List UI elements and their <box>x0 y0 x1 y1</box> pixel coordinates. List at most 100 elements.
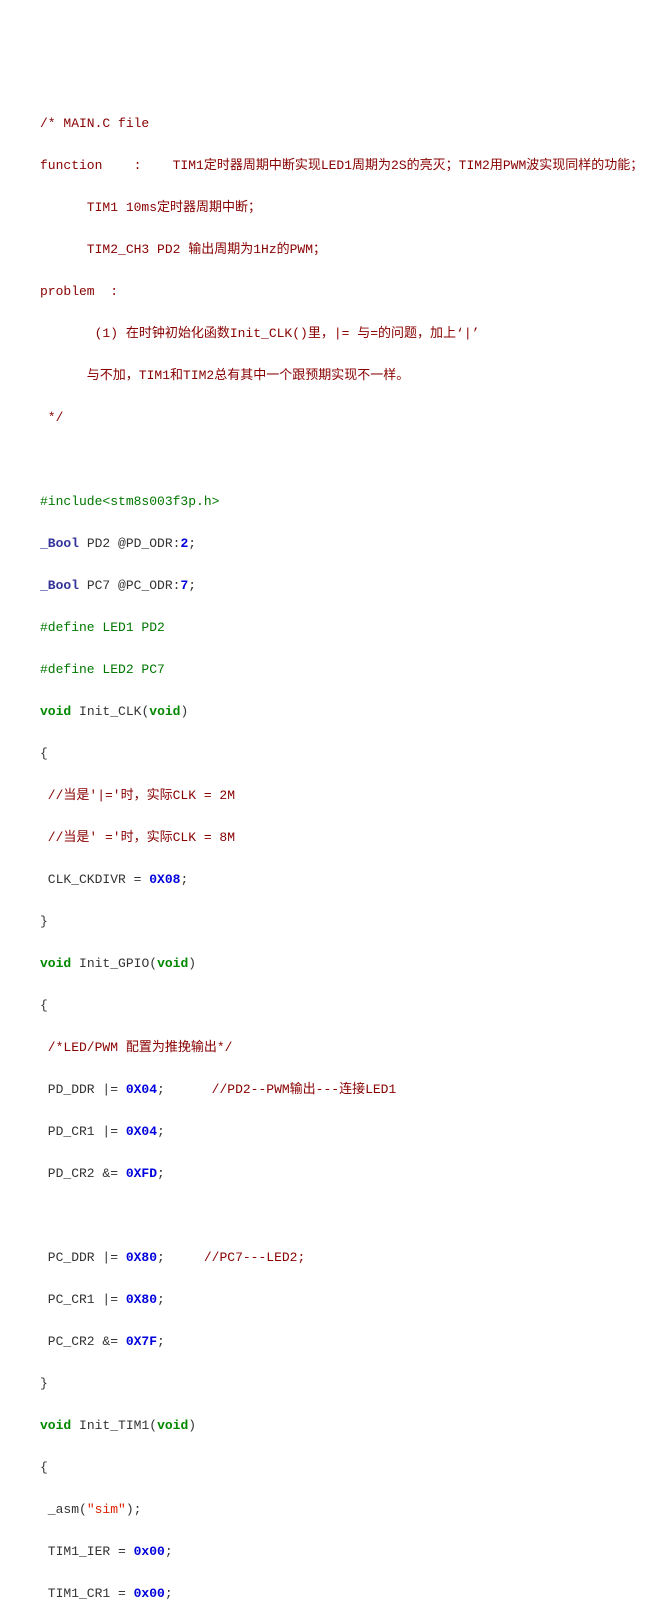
comment: /* MAIN.C file <box>40 116 149 131</box>
number: 0XFD <box>126 1166 157 1181</box>
keyword: void <box>40 1418 71 1433</box>
stmt: PD_CR2 &= <box>40 1166 126 1181</box>
code-line: TIM1_CR1 = 0x00; <box>40 1583 672 1604</box>
stmt: PD_DDR |= <box>40 1082 126 1097</box>
code-line: _Bool PC7 @PC_ODR:7; <box>40 575 672 596</box>
paren: ( <box>149 1418 157 1433</box>
code-line: { <box>40 995 672 1016</box>
number: 0X04 <box>126 1082 157 1097</box>
number: 0x00 <box>134 1586 165 1601</box>
paren: ( <box>149 956 157 971</box>
paren: ) <box>180 704 188 719</box>
comment: 与不加，TIM1和TIM2总有其中一个跟预期实现不一样。 <box>40 368 409 383</box>
code-line: TIM1_IER = 0x00; <box>40 1541 672 1562</box>
brace: } <box>40 914 48 929</box>
code-line: CLK_CKDIVR = 0X08; <box>40 869 672 890</box>
decl: PD2 @PD_ODR: <box>79 536 180 551</box>
sp <box>71 704 79 719</box>
stmt: PD_CR1 |= <box>40 1124 126 1139</box>
semi: ; <box>157 1124 165 1139</box>
code-line: problem : <box>40 281 672 302</box>
number: 0X04 <box>126 1124 157 1139</box>
number: 0x00 <box>134 1544 165 1559</box>
keyword: void <box>149 704 180 719</box>
code-line: #include<stm8s003f3p.h> <box>40 491 672 512</box>
brace: { <box>40 746 48 761</box>
code-line: /* MAIN.C file <box>40 113 672 134</box>
preproc: #include<stm8s003f3p.h> <box>40 494 219 509</box>
semi: ; <box>188 578 196 593</box>
keyword: void <box>157 956 188 971</box>
code-line: (1) 在时钟初始化函数Init_CLK()里，|= 与=的问题，加上‘|’ <box>40 323 672 344</box>
sp <box>71 956 79 971</box>
code-line: 与不加，TIM1和TIM2总有其中一个跟预期实现不一样。 <box>40 365 672 386</box>
brace: { <box>40 1460 48 1475</box>
brace: } <box>40 1376 48 1391</box>
code-line: //当是' ='时，实际CLK = 8M <box>40 827 672 848</box>
type: _Bool <box>40 578 79 593</box>
fn-name: Init_CLK <box>79 704 141 719</box>
blank-line <box>40 449 672 470</box>
number: 0X80 <box>126 1292 157 1307</box>
keyword: void <box>157 1418 188 1433</box>
code-line: PD_CR2 &= 0XFD; <box>40 1163 672 1184</box>
comment: TIM1定时器周期中断实现LED1周期为2S的亮灭；TIM2用PWM波实现同样的… <box>173 158 644 173</box>
code-line: { <box>40 743 672 764</box>
code-line: _Bool PD2 @PD_ODR:2; <box>40 533 672 554</box>
semi: ; <box>157 1250 165 1265</box>
stmt: ); <box>126 1502 142 1517</box>
string: "sim" <box>87 1502 126 1517</box>
semi: ; <box>157 1082 165 1097</box>
code-block: /* MAIN.C file function : TIM1定时器周期中断实现L… <box>40 92 672 1604</box>
number: 0X08 <box>149 872 180 887</box>
code-line: /*LED/PWM 配置为推挽输出*/ <box>40 1037 672 1058</box>
code-line: PC_CR1 |= 0X80; <box>40 1289 672 1310</box>
fn-name: Init_TIM1 <box>79 1418 149 1433</box>
code-line: void Init_TIM1(void) <box>40 1415 672 1436</box>
decl: PC7 @PC_ODR: <box>79 578 180 593</box>
semi: ; <box>165 1544 173 1559</box>
code-line: PC_DDR |= 0X80; //PC7---LED2; <box>40 1247 672 1268</box>
code-line: } <box>40 1373 672 1394</box>
comment: (1) 在时钟初始化函数Init_CLK()里，|= 与=的问题，加上‘|’ <box>40 326 479 341</box>
brace: { <box>40 998 48 1013</box>
comment: //当是' ='时，实际CLK = 8M <box>40 830 235 845</box>
code-line: void Init_GPIO(void) <box>40 953 672 974</box>
comment: problem : <box>40 284 118 299</box>
comment: TIM2_CH3 PD2 输出周期为1Hz的PWM； <box>40 242 326 257</box>
comment: TIM1 10ms定时器周期中断； <box>40 200 261 215</box>
preproc: #define LED1 PD2 <box>40 620 165 635</box>
code-line: TIM2_CH3 PD2 输出周期为1Hz的PWM； <box>40 239 672 260</box>
sp <box>71 1418 79 1433</box>
stmt: TIM1_IER = <box>40 1544 134 1559</box>
keyword: void <box>40 956 71 971</box>
code-line: } <box>40 911 672 932</box>
semi: ; <box>157 1166 165 1181</box>
code-line: PC_CR2 &= 0X7F; <box>40 1331 672 1352</box>
code-line: */ <box>40 407 672 428</box>
semi: ; <box>157 1334 165 1349</box>
comment: /*LED/PWM 配置为推挽输出*/ <box>40 1040 232 1055</box>
semi: ; <box>157 1292 165 1307</box>
code-line: void Init_CLK(void) <box>40 701 672 722</box>
comment: */ <box>40 410 63 425</box>
code-line: function : TIM1定时器周期中断实现LED1周期为2S的亮灭；TIM… <box>40 155 672 176</box>
stmt: PC_DDR |= <box>40 1250 126 1265</box>
stmt: TIM1_CR1 = <box>40 1586 134 1601</box>
comment: //PD2--PWM输出---连接LED1 <box>165 1082 396 1097</box>
paren: ) <box>188 956 196 971</box>
number: 0X80 <box>126 1250 157 1265</box>
fn-name: Init_GPIO <box>79 956 149 971</box>
comment: //当是'|='时，实际CLK = 2M <box>40 788 235 803</box>
type: _Bool <box>40 536 79 551</box>
preproc: #define LED2 PC7 <box>40 662 165 677</box>
comment: function : <box>40 158 173 173</box>
number: 0X7F <box>126 1334 157 1349</box>
code-line: { <box>40 1457 672 1478</box>
code-line: PD_DDR |= 0X04; //PD2--PWM输出---连接LED1 <box>40 1079 672 1100</box>
code-line: TIM1 10ms定时器周期中断； <box>40 197 672 218</box>
code-line: //当是'|='时，实际CLK = 2M <box>40 785 672 806</box>
stmt: PC_CR1 |= <box>40 1292 126 1307</box>
code-line: PD_CR1 |= 0X04; <box>40 1121 672 1142</box>
code-line: _asm("sim"); <box>40 1499 672 1520</box>
